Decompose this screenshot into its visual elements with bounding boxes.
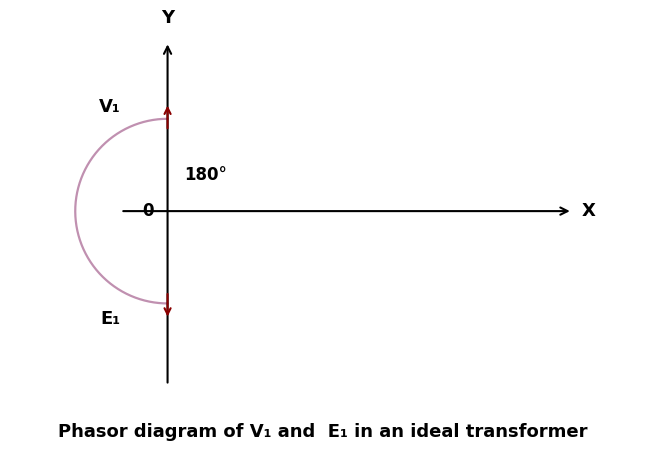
Text: Phasor diagram of V₁ and  E₁ in an ideal transformer: Phasor diagram of V₁ and E₁ in an ideal … bbox=[58, 423, 588, 441]
Text: E₁: E₁ bbox=[100, 311, 120, 328]
Text: 0: 0 bbox=[142, 202, 154, 220]
Text: X: X bbox=[582, 202, 596, 220]
Text: 180°: 180° bbox=[185, 166, 227, 184]
Text: V₁: V₁ bbox=[99, 99, 120, 117]
Text: Y: Y bbox=[161, 10, 174, 27]
